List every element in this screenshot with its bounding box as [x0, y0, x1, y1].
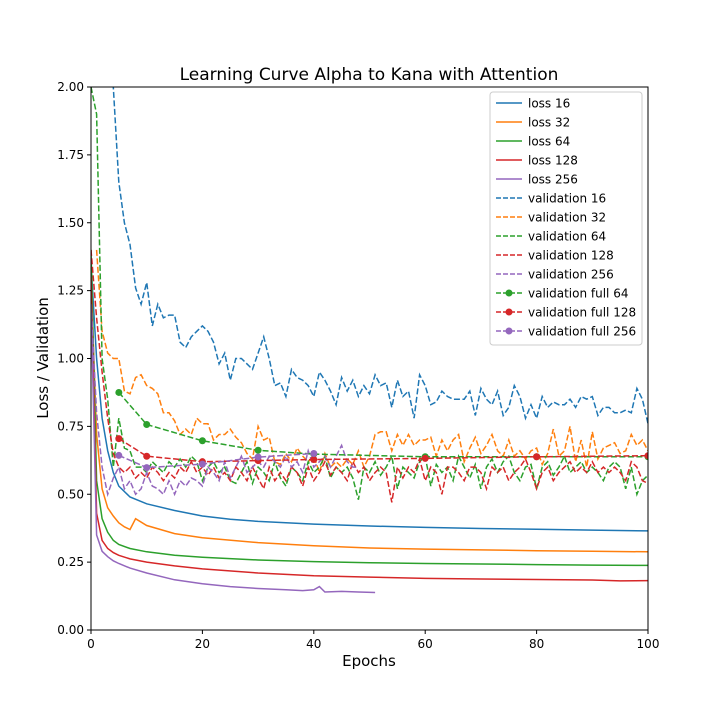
legend-marker-validation-full-256 [505, 327, 513, 335]
x-tick-label: 80 [529, 637, 544, 651]
series-line-validation-64 [91, 87, 648, 500]
series-line-validation-32 [95, 249, 648, 475]
legend-label-loss-128: loss 128 [528, 154, 578, 168]
series-line-loss-16 [91, 263, 648, 532]
legend-label-validation-full-256: validation full 256 [528, 325, 636, 339]
legend-label-validation-32: validation 32 [528, 211, 606, 225]
y-tick-label: 2.00 [57, 80, 84, 94]
x-tick-label: 0 [87, 637, 95, 651]
data-point-validation-full-128 [310, 455, 318, 463]
data-point-validation-full-128 [421, 454, 429, 462]
legend-label-validation-16: validation 16 [528, 192, 606, 206]
data-point-validation-full-64 [254, 446, 262, 454]
data-point-validation-full-128 [533, 453, 541, 461]
legend-marker-validation-full-64 [505, 289, 513, 297]
data-point-validation-full-64 [115, 388, 123, 396]
x-tick-label: 20 [195, 637, 210, 651]
y-tick-label: 1.50 [57, 216, 84, 230]
y-tick-label: 0.00 [57, 623, 84, 637]
legend-box [489, 91, 643, 346]
series-line-validation-16 [112, 87, 648, 424]
legend-label-validation-128: validation 128 [528, 249, 614, 263]
legend-label-validation-full-128: validation full 128 [528, 306, 636, 320]
legend: loss 16 loss 32 loss 64 loss 128 loss 256 val… [489, 91, 643, 346]
series-line-loss-256 [91, 304, 376, 594]
x-tick-label: 100 [637, 637, 660, 651]
series-layer [91, 87, 648, 594]
data-point-validation-full-64 [198, 437, 206, 445]
data-point-validation-full-128 [115, 435, 123, 443]
data-point-validation-full-256 [310, 450, 318, 458]
series-line-loss-32 [91, 277, 648, 553]
series-line-loss-128 [91, 277, 648, 582]
data-point-validation-full-128 [644, 452, 648, 460]
data-point-validation-full-256 [143, 464, 151, 472]
legend-label-validation-64: validation 64 [528, 230, 606, 244]
x-tick-label: 40 [306, 637, 321, 651]
x-axis-label: Epochs [342, 652, 396, 670]
legend-label-loss-32: loss 32 [528, 116, 570, 130]
y-tick-label: 0.75 [57, 419, 84, 433]
y-tick-label: 0.50 [57, 487, 84, 501]
x-axis-ticks: 0 20 40 60 80 100 [87, 630, 659, 651]
legend-label-loss-16: loss 16 [528, 97, 570, 111]
legend-label-loss-64: loss 64 [528, 135, 570, 149]
y-tick-label: 1.75 [57, 148, 84, 162]
y-axis-label: Loss / Validation [34, 297, 52, 419]
series-line-validation-128 [91, 249, 648, 503]
data-point-validation-full-64 [143, 420, 151, 428]
y-axis-ticks: 0.00 0.25 0.50 0.75 1.00 1.25 1.50 1.75 2.00 [57, 80, 91, 637]
legend-label-loss-256: loss 256 [528, 173, 578, 187]
legend-label-validation-full-64: validation full 64 [528, 287, 628, 301]
y-tick-label: 1.25 [57, 284, 84, 298]
data-point-validation-full-256 [115, 451, 123, 459]
chart-title: Learning Curve Alpha to Kana with Attent… [180, 65, 559, 85]
data-point-validation-full-256 [198, 460, 206, 468]
data-point-validation-full-128 [143, 452, 151, 460]
y-tick-label: 1.00 [57, 352, 84, 366]
data-point-validation-full-256 [254, 453, 262, 461]
series-line-validation-full-128 [118, 437, 648, 463]
series-line-loss-64 [91, 249, 648, 567]
legend-marker-validation-full-128 [505, 308, 513, 316]
legend-label-validation-256: validation 256 [528, 268, 614, 282]
x-tick-label: 60 [418, 637, 433, 651]
y-tick-label: 0.25 [57, 555, 84, 569]
